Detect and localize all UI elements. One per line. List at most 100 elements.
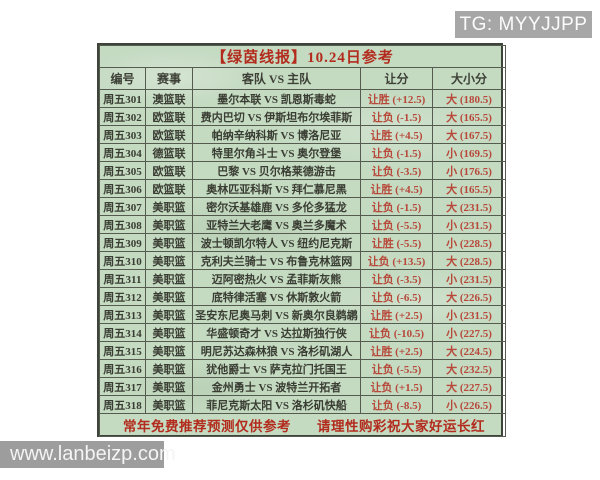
match-cell: 费内巴切 VS 伊斯坦布尔埃菲斯 — [192, 107, 361, 126]
row-id-cell: 周五310 — [99, 251, 146, 270]
row-id-cell: 周五314 — [99, 323, 146, 342]
handicap-cell: 让负 (-1.5) — [360, 197, 433, 216]
total-cell: 大 (228.5) — [431, 251, 507, 270]
match-cell: 金州勇士 VS 波特兰开拓者 — [192, 377, 361, 396]
league-cell: 美职篮 — [145, 359, 193, 378]
total-cell: 大 (232.5) — [431, 359, 507, 378]
match-cell: 克利夫兰骑士 VS 布鲁克林篮网 — [192, 251, 361, 270]
handicap-cell: 让负 (+1.5) — [360, 377, 433, 396]
table-row: 周五303 欧篮联 帕纳辛纳科斯 VS 博洛尼亚 让胜 (+4.5) 大 (167.5) — [99, 125, 507, 144]
table-row: 周五313 美职篮 圣安东尼奥马刺 VS 新奥尔良鹈鹕 让胜 (+2.5) 小 (231… — [99, 305, 507, 324]
match-cell: 特里尔角斗士 VS 奥尔登堡 — [192, 143, 361, 162]
table-row: 周五312 美职篮 底特律活塞 VS 休斯敦火箭 让负 (-6.5) 大 (226.5) — [99, 287, 507, 306]
handicap-cell: 让胜 (-5.5) — [360, 233, 433, 252]
row-id-cell: 周五307 — [99, 197, 146, 216]
total-cell: 小 (176.5) — [431, 161, 507, 180]
league-cell: 美职篮 — [145, 197, 193, 216]
match-cell: 华盛顿奇才 VS 达拉斯独行侠 — [192, 323, 361, 342]
match-cell: 巴黎 VS 贝尔格莱德游击 — [192, 161, 361, 180]
table-row: 周五301 澳篮联 墨尔本联 VS 凯恩斯毒蛇 让胜 (+12.5) 大 (180.5) — [99, 89, 507, 108]
handicap-cell: 让负 (+13.5) — [360, 251, 433, 270]
table-row: 周五305 欧篮联 巴黎 VS 贝尔格莱德游击 让负 (-3.5) 小 (176.5) — [99, 161, 507, 180]
league-cell: 美职篮 — [145, 305, 193, 324]
total-cell: 大 (167.5) — [431, 125, 507, 144]
handicap-cell: 让负 (-1.5) — [360, 143, 433, 162]
league-cell: 美职篮 — [145, 215, 193, 234]
row-id-cell: 周五302 — [99, 107, 146, 126]
handicap-cell: 让胜 (+12.5) — [360, 89, 433, 108]
league-cell: 美职篮 — [145, 269, 193, 288]
site-watermark: www.lanbeizp.com — [0, 441, 176, 468]
row-id-cell: 周五313 — [99, 305, 146, 324]
handicap-cell: 让负 (-5.5) — [360, 359, 433, 378]
table-row: 周五302 欧篮联 费内巴切 VS 伊斯坦布尔埃菲斯 让负 (-1.5) 大 (165.… — [99, 107, 507, 126]
league-cell: 美职篮 — [145, 287, 193, 306]
table-row: 周五318 美职篮 菲尼克斯太阳 VS 洛杉矶快船 让负 (-8.5) 小 (226.5… — [99, 395, 507, 414]
row-id-cell: 周五305 — [99, 161, 146, 180]
handicap-cell: 让负 (-1.5) — [360, 107, 433, 126]
row-id-cell: 周五311 — [99, 269, 146, 288]
league-cell: 美职篮 — [145, 377, 193, 396]
total-cell: 大 (227.5) — [431, 377, 507, 396]
table-row: 周五314 美职篮 华盛顿奇才 VS 达拉斯独行侠 让负 (-10.5) 小 (227.… — [99, 323, 507, 342]
handicap-cell: 让胜 (+2.5) — [360, 341, 433, 360]
column-header: 让分 — [360, 67, 433, 90]
table-row: 周五315 美职篮 明尼苏达森林狼 VS 洛杉矶湖人 让胜 (+2.5) 大 (224.… — [99, 341, 507, 360]
league-cell: 欧篮联 — [145, 179, 193, 198]
match-cell: 圣安东尼奥马刺 VS 新奥尔良鹈鹕 — [192, 305, 361, 324]
handicap-cell: 让负 (-5.5) — [360, 215, 433, 234]
total-cell: 大 (226.5) — [431, 287, 507, 306]
total-cell: 小 (231.5) — [431, 215, 507, 234]
footer-note: 预测仅供参考 — [207, 419, 291, 434]
handicap-cell: 让负 (-10.5) — [360, 323, 433, 342]
table-row: 周五309 美职篮 波士顿凯尔特人 VS 纽约尼克斯 让胜 (-5.5) 小 (228.… — [99, 233, 507, 252]
match-cell: 帕纳辛纳科斯 VS 博洛尼亚 — [192, 125, 361, 144]
handicap-cell: 让胜 (+4.5) — [360, 179, 433, 198]
tg-badge: TG: MYYJJPP — [455, 11, 592, 38]
table-row: 周五317 美职篮 金州勇士 VS 波特兰开拓者 让负 (+1.5) 大 (227.5) — [99, 377, 507, 396]
table-row: 周五316 美职篮 犹他爵士 VS 萨克拉门托国王 让负 (-5.5) 大 (232.5… — [99, 359, 507, 378]
table-row: 周五307 美职篮 密尔沃基雄鹿 VS 多伦多猛龙 让负 (-1.5) 大 (231.5… — [99, 197, 507, 216]
handicap-cell: 让负 (-6.5) — [360, 287, 433, 306]
match-cell: 亚特兰大老鹰 VS 奥兰多魔术 — [192, 215, 361, 234]
league-cell: 美职篮 — [145, 233, 193, 252]
table-row: 周五304 德篮联 特里尔角斗士 VS 奥尔登堡 让负 (-1.5) 小 (169.5) — [99, 143, 507, 162]
total-cell: 小 (226.5) — [431, 395, 507, 414]
total-cell: 大 (165.5) — [431, 179, 507, 198]
total-cell: 小 (231.5) — [431, 305, 507, 324]
title-row: 【绿茵线报】10.24日参考 — [98, 45, 507, 68]
league-cell: 美职篮 — [145, 251, 193, 270]
match-cell: 密尔沃基雄鹿 VS 多伦多猛龙 — [192, 197, 361, 216]
footer-notes: 常年免费推荐 预测仅供参考 请理性购彩 祝大家好运长红 — [101, 415, 504, 435]
table-row: 周五308 美职篮 亚特兰大老鹰 VS 奥兰多魔术 让负 (-5.5) 小 (231.5… — [99, 215, 507, 234]
total-cell: 大 (224.5) — [431, 341, 507, 360]
handicap-cell: 让胜 (+4.5) — [360, 125, 433, 144]
handicap-cell: 让负 (-3.5) — [360, 269, 433, 288]
handicap-cell: 让负 (-8.5) — [360, 395, 433, 414]
betting-tips-sheet: 【绿茵线报】10.24日参考 编号 赛事 客队 VS 主队 让分 大小分 周五301 澳篮… — [97, 43, 507, 437]
match-cell: 波士顿凯尔特人 VS 纽约尼克斯 — [192, 233, 361, 252]
league-cell: 美职篮 — [145, 323, 193, 342]
total-cell: 大 (231.5) — [431, 197, 507, 216]
table-row: 周五311 美职篮 迈阿密热火 VS 孟菲斯灰熊 让负 (-3.5) 小 (231.5) — [99, 269, 507, 288]
handicap-cell: 让胜 (+2.5) — [360, 305, 433, 324]
footer-row: 常年免费推荐 预测仅供参考 请理性购彩 祝大家好运长红 — [98, 413, 507, 437]
row-id-cell: 周五301 — [99, 89, 146, 108]
league-cell: 德篮联 — [145, 143, 193, 162]
column-header: 赛事 — [145, 67, 193, 90]
total-cell: 小 (169.5) — [431, 143, 507, 162]
row-id-cell: 周五317 — [99, 377, 146, 396]
row-id-cell: 周五306 — [99, 179, 146, 198]
footer-note: 请理性购彩 — [317, 419, 387, 434]
row-id-cell: 周五308 — [99, 215, 146, 234]
row-id-cell: 周五316 — [99, 359, 146, 378]
row-id-cell: 周五318 — [99, 395, 146, 414]
row-id-cell: 周五315 — [99, 341, 146, 360]
betting-table: 【绿茵线报】10.24日参考 编号 赛事 客队 VS 主队 让分 大小分 周五301 澳篮… — [98, 45, 507, 437]
table-row: 周五310 美职篮 克利夫兰骑士 VS 布鲁克林篮网 让负 (+13.5) 大 (228… — [99, 251, 507, 270]
league-cell: 澳篮联 — [145, 89, 193, 108]
match-cell: 底特律活塞 VS 休斯敦火箭 — [192, 287, 361, 306]
total-cell: 小 (227.5) — [431, 323, 507, 342]
league-cell: 欧篮联 — [145, 107, 193, 126]
column-header: 编号 — [99, 67, 146, 90]
